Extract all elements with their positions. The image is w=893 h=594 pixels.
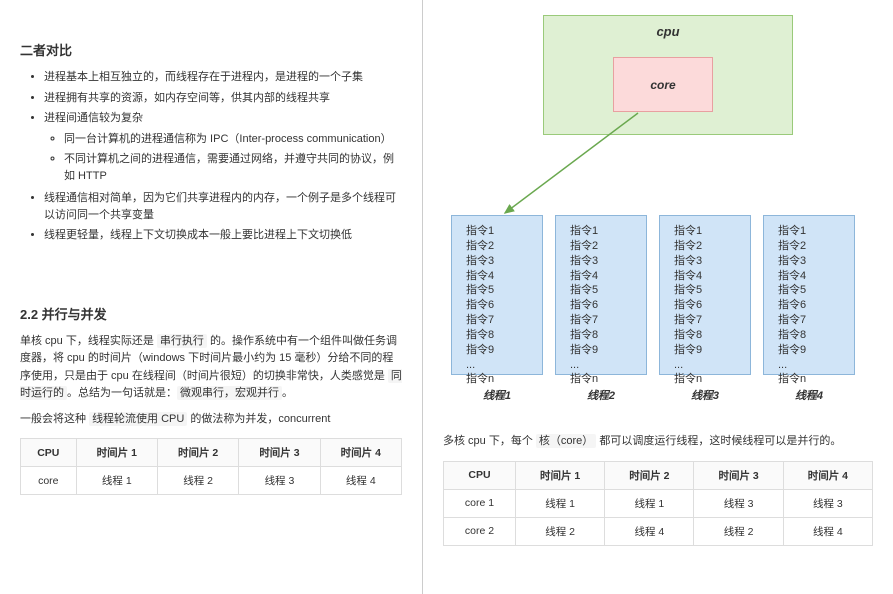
right-column: cpu core 指令1指令2指令3指令4指令5指令6指令7指令8指令9...指… — [423, 0, 893, 594]
bullet-item: 进程间通信较为复杂 同一台计算机的进程通信称为 IPC（Inter-proces… — [44, 110, 402, 184]
table-multi-core: CPU时间片 1时间片 2时间片 3时间片 4 core 1线程 1线程 1线程… — [443, 461, 873, 546]
table-header: 时间片 2 — [157, 439, 238, 467]
highlight: 核（core） — [536, 434, 596, 448]
thread-box: 指令1指令2指令3指令4指令5指令6指令7指令8指令9...指令n — [659, 215, 751, 375]
paragraph-multicore: 多核 cpu 下，每个 核（core） 都可以调度运行线程，这时候线程可以是并行… — [443, 433, 873, 451]
table-cell: 线程 3 — [783, 489, 872, 517]
left-column: 二者对比 进程基本上相互独立的，而线程存在于进程内，是进程的一个子集 进程拥有共… — [0, 0, 423, 594]
sub-bullet-list: 同一台计算机的进程通信称为 IPC（Inter-process communic… — [44, 131, 402, 185]
highlight: 串行执行 — [157, 334, 207, 348]
table-header: 时间片 2 — [605, 461, 694, 489]
bullet-list-1: 进程基本上相互独立的，而线程存在于进程内，是进程的一个子集 进程拥有共享的资源，… — [20, 69, 402, 244]
thread-label: 线程3 — [659, 387, 751, 403]
cpu-diagram: cpu core 指令1指令2指令3指令4指令5指令6指令7指令8指令9...指… — [443, 15, 873, 425]
table-row: core 2线程 2线程 4线程 2线程 4 — [444, 517, 873, 545]
table-cell: 线程 4 — [320, 467, 401, 495]
sub-bullet-item: 不同计算机之间的进程通信，需要通过网络，并遵守共同的协议，例如 HTTP — [64, 151, 402, 184]
table-header: CPU — [444, 461, 516, 489]
table-cell: 线程 2 — [515, 517, 604, 545]
table-cell: core — [21, 467, 77, 495]
heading-compare: 二者对比 — [20, 40, 402, 59]
table-header: 时间片 3 — [239, 439, 320, 467]
thread-box: 指令1指令2指令3指令4指令5指令6指令7指令8指令9...指令n — [555, 215, 647, 375]
table-single-core: CPU时间片 1时间片 2时间片 3时间片 4 core线程 1线程 2线程 3… — [20, 438, 402, 495]
table-cell: 线程 1 — [76, 467, 157, 495]
table-cell: 线程 3 — [239, 467, 320, 495]
highlight: 微观串行，宏观并行 — [177, 386, 282, 400]
table-header: 时间片 1 — [76, 439, 157, 467]
table-cell: 线程 1 — [515, 489, 604, 517]
thread-box: 指令1指令2指令3指令4指令5指令6指令7指令8指令9...指令n — [451, 215, 543, 375]
threads-row: 指令1指令2指令3指令4指令5指令6指令7指令8指令9...指令n指令1指令2指… — [451, 215, 855, 375]
table-cell: 线程 4 — [783, 517, 872, 545]
bullet-item: 线程更轻量，线程上下文切换成本一般上要比进程上下文切换低 — [44, 227, 402, 244]
paragraph-concurrent: 一般会将这种 线程轮流使用 CPU 的做法称为并发，concurrent — [20, 411, 402, 429]
table-header: 时间片 4 — [783, 461, 872, 489]
table-cell: 线程 2 — [694, 517, 783, 545]
bullet-item: 进程基本上相互独立的，而线程存在于进程内，是进程的一个子集 — [44, 69, 402, 86]
table-header: CPU — [21, 439, 77, 467]
core-box: core — [613, 57, 713, 112]
bullet-item: 线程通信相对简单，因为它们共享进程内的内存，一个例子是多个线程可以访问同一个共享… — [44, 190, 402, 223]
table-row: core 1线程 1线程 1线程 3线程 3 — [444, 489, 873, 517]
thread-label: 线程2 — [555, 387, 647, 403]
table-cell: 线程 2 — [157, 467, 238, 495]
sub-bullet-item: 同一台计算机的进程通信称为 IPC（Inter-process communic… — [64, 131, 402, 148]
table-header: 时间片 4 — [320, 439, 401, 467]
highlight: 线程轮流使用 CPU — [89, 412, 187, 426]
thread-box: 指令1指令2指令3指令4指令5指令6指令7指令8指令9...指令n — [763, 215, 855, 375]
heading-parallel: 2.2 并行与并发 — [20, 304, 402, 323]
cpu-label: cpu — [544, 24, 792, 39]
table-cell: core 1 — [444, 489, 516, 517]
thread-label: 线程1 — [451, 387, 543, 403]
paragraph-serial: 单核 cpu 下，线程实际还是 串行执行 的。操作系统中有一个组件叫做任务调度器… — [20, 333, 402, 403]
table-cell: 线程 4 — [605, 517, 694, 545]
table-header: 时间片 1 — [515, 461, 604, 489]
table-cell: 线程 1 — [605, 489, 694, 517]
thread-label: 线程4 — [763, 387, 855, 403]
table-cell: core 2 — [444, 517, 516, 545]
table-header: 时间片 3 — [694, 461, 783, 489]
thread-labels-row: 线程1 线程2 线程3 线程4 — [451, 387, 855, 403]
bullet-item: 进程拥有共享的资源，如内存空间等，供其内部的线程共享 — [44, 90, 402, 107]
table-cell: 线程 3 — [694, 489, 783, 517]
